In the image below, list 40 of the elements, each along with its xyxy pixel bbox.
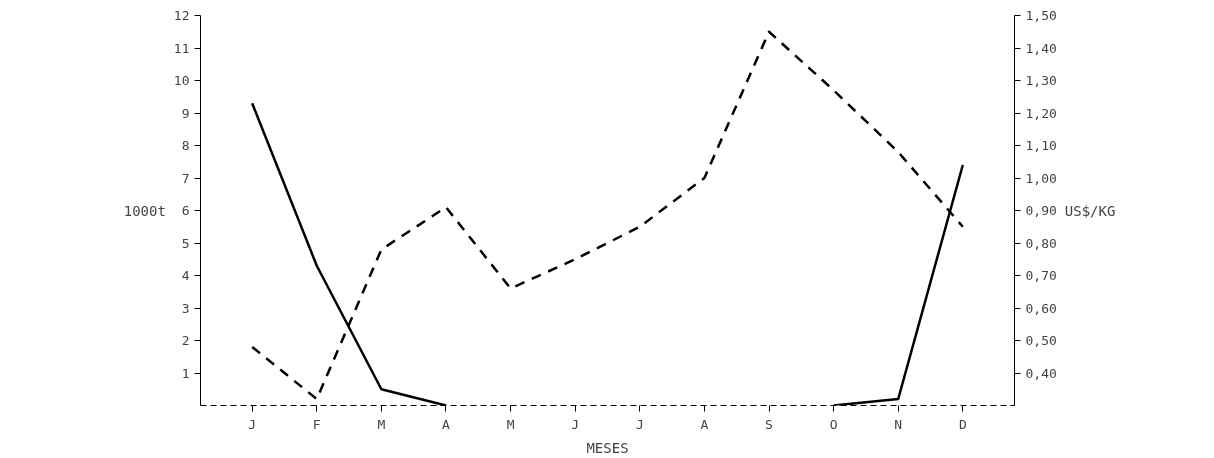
y2-axis-title: US$/KG bbox=[1064, 202, 1116, 219]
y2-tick-label: 0,40 bbox=[1025, 365, 1057, 381]
y-tick-label: 3 bbox=[181, 300, 190, 316]
y2-tick-label: 1,30 bbox=[1025, 73, 1057, 88]
y-tick-label: 12 bbox=[173, 8, 190, 23]
x-axis-title: MESES bbox=[586, 439, 629, 456]
x-tick-label: D bbox=[958, 416, 967, 432]
y-tick-label: 7 bbox=[181, 170, 190, 186]
line-series bbox=[250, 30, 965, 401]
y-tick-label: 5 bbox=[181, 235, 190, 251]
y2-tick-label: 1,10 bbox=[1025, 138, 1057, 153]
y2-tick-label: 1,50 bbox=[1025, 8, 1057, 23]
y2-tick-label: 0,70 bbox=[1025, 268, 1057, 283]
y-tick-label: 2 bbox=[181, 333, 190, 348]
y-tick-label: 9 bbox=[181, 105, 190, 121]
y2-tick-label: 0,60 bbox=[1025, 300, 1057, 316]
y2-tick-label: 0,80 bbox=[1025, 235, 1057, 251]
x-tick-label: M bbox=[506, 416, 515, 432]
y-tick-label: 8 bbox=[181, 138, 190, 153]
y2-tick-label: 0,50 bbox=[1025, 333, 1057, 348]
x-tick-label: M bbox=[377, 416, 386, 432]
y-tick-label: 11 bbox=[173, 40, 190, 56]
y2-tick-label: 1,40 bbox=[1025, 40, 1057, 56]
y-tick-label: 10 bbox=[173, 73, 190, 88]
y-axis-title: 1000t bbox=[123, 202, 166, 219]
x-tick-label: J bbox=[248, 416, 257, 432]
y-tick-label: 4 bbox=[181, 268, 190, 283]
y-tick-label: 6 bbox=[181, 203, 190, 218]
y-tick-label: 1 bbox=[181, 365, 190, 381]
x-tick-label: A bbox=[442, 416, 451, 432]
x-tick-label: A bbox=[700, 416, 709, 432]
x-tick-label: N bbox=[894, 416, 903, 432]
x-tick-label: O bbox=[829, 416, 838, 432]
x-tick-label: S bbox=[765, 416, 773, 432]
y2-tick-label: 0,90 bbox=[1025, 203, 1057, 218]
x-tick-label: F bbox=[312, 416, 321, 432]
x-tick-label: J bbox=[571, 416, 580, 432]
y2-tick-label: 1,20 bbox=[1025, 105, 1057, 121]
x-tick-label: J bbox=[635, 416, 644, 432]
y2-tick-label: 1,00 bbox=[1025, 170, 1057, 186]
